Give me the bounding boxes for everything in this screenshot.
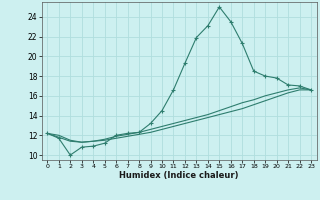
X-axis label: Humidex (Indice chaleur): Humidex (Indice chaleur) [119,171,239,180]
